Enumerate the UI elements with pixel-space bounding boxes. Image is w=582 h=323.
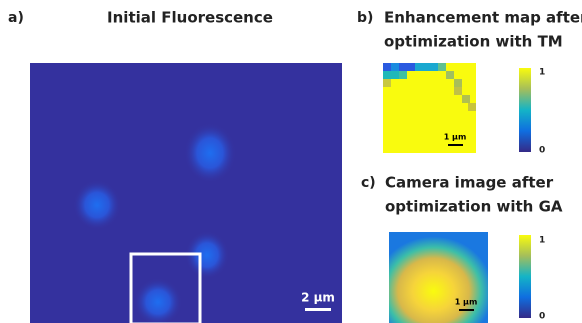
colorbar-min: 0 bbox=[539, 312, 545, 322]
scale-bar-label: 1 µm bbox=[455, 298, 478, 307]
colorbar bbox=[519, 235, 531, 318]
figure: a) Initial Fluorescence 2 µm b) Enhancem… bbox=[0, 0, 582, 323]
panel-title: optimization with TM bbox=[384, 33, 563, 51]
panel-label: b) bbox=[357, 10, 373, 26]
colorbar-max: 1 bbox=[539, 68, 545, 78]
panel-title: Enhancement map after bbox=[384, 9, 582, 27]
panel-title: optimization with GA bbox=[385, 198, 563, 216]
panel-label: c) bbox=[361, 175, 376, 191]
panel-title: Camera image after bbox=[385, 174, 554, 192]
fluorescence-image bbox=[30, 63, 342, 323]
colorbar-min: 0 bbox=[539, 146, 545, 156]
scale-bar-label: 1 µm bbox=[444, 133, 467, 142]
scale-bar-label: 2 µm bbox=[301, 291, 335, 305]
scale-bar bbox=[448, 144, 463, 146]
scale-bar bbox=[459, 309, 474, 311]
colorbar bbox=[519, 68, 531, 152]
panel-label: a) bbox=[8, 10, 24, 26]
panel-title: Initial Fluorescence bbox=[107, 9, 273, 27]
colorbar-max: 1 bbox=[539, 236, 545, 246]
scale-bar bbox=[305, 308, 331, 311]
